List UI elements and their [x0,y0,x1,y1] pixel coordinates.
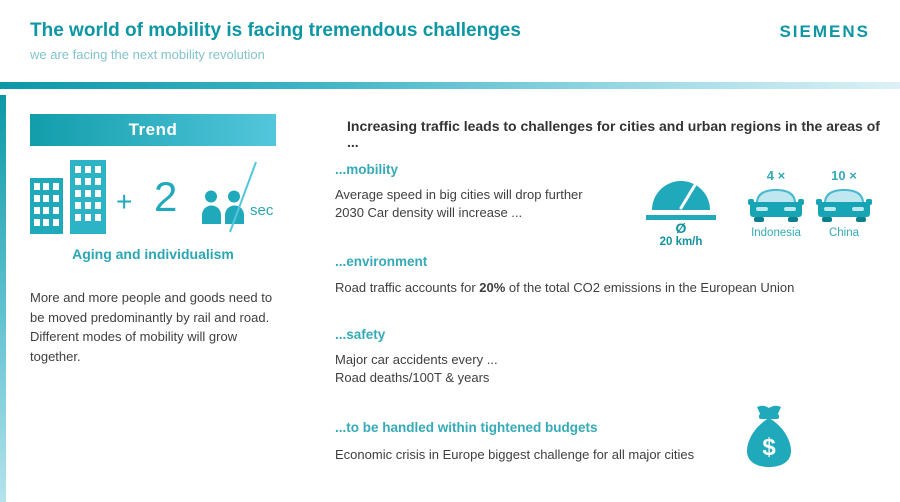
rate-unit: sec [250,202,274,219]
car-density-china: 10 × China [812,168,876,239]
environment-text-prefix: Road traffic accounts for [335,280,480,295]
country-indonesia: Indonesia [751,227,801,239]
budgets-line: Economic crisis in Europe biggest challe… [335,447,695,462]
trend-badge: Trend [30,114,276,146]
safety-line-2: Road deaths/100T & years [335,370,490,385]
trend-caption: Aging and individualism [72,246,234,262]
money-bag-icon: $ [747,405,791,467]
environment-line: Road traffic accounts for 20% of the tot… [335,280,794,295]
svg-text:$: $ [762,434,776,461]
environment-percentage: 20% [479,280,506,295]
mobility-line-1: Average speed in big cities will drop fu… [335,187,583,202]
speed-symbol: Ø [675,220,687,236]
per-second-slash-icon [229,161,257,233]
speed-value: 20 km/h [659,236,703,249]
environment-text-suffix: of the total CO2 emissions in the Europe… [505,280,795,295]
page-title: The world of mobility is facing tremendo… [30,20,521,41]
multiplier-indonesia: 4 × [766,168,786,183]
challenges-intro: Increasing traffic leads to challenges f… [347,118,880,150]
header-divider [0,82,900,89]
speed-gauge-group: Ø 20 km/h [645,170,717,248]
rate-number: 2 [154,173,178,220]
buildings-icon [30,160,106,234]
speedometer-icon [652,181,710,210]
country-china: China [828,227,860,239]
section-safety-heading: ...safety [335,327,386,342]
section-environment-heading: ...environment [335,254,428,269]
siemens-logo: SIEMENS [779,22,870,41]
safety-line-1: Major car accidents every ... [335,352,498,367]
multiplier-china: 10 × [831,168,857,183]
car-density-indonesia: 4 × Indonesia [744,168,808,239]
car-icon [816,189,872,222]
mobility-line-2: 2030 Car density will increase ... [335,205,523,220]
car-icon [748,189,804,222]
gauge-base-bar [646,215,716,220]
section-mobility-heading: ...mobility [335,162,399,177]
plus-sign: + [116,186,133,217]
people-icon [202,190,244,224]
section-budgets-heading: ...to be handled within tightened budget… [335,420,598,435]
page-subtitle: we are facing the next mobility revoluti… [30,47,265,62]
trend-description: More and more people and goods need to b… [30,290,273,364]
trend-label: Trend [128,120,178,139]
left-accent-bar [0,95,6,502]
